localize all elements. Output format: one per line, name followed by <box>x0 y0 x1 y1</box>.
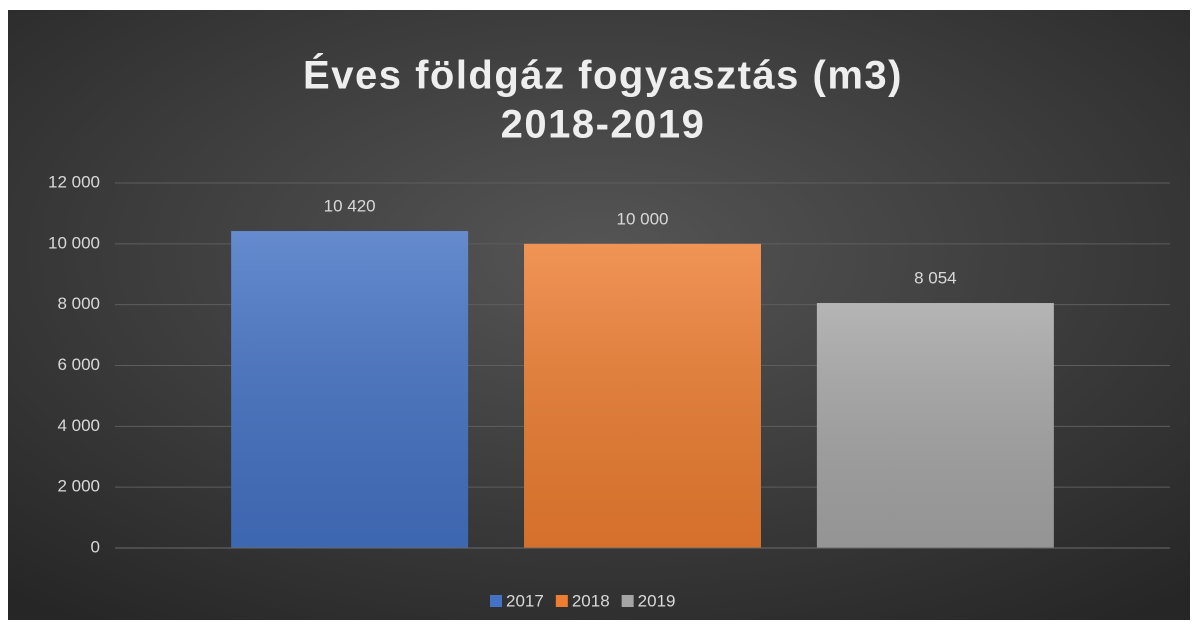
legend-swatch <box>490 595 502 607</box>
chart-title: Éves földgáz fogyasztás (m3) <box>303 53 903 98</box>
data-label: 8 054 <box>914 269 957 288</box>
chart-title: 2018-2019 <box>501 103 706 147</box>
legend-label: 2018 <box>572 591 610 610</box>
data-label: 10 000 <box>617 209 669 228</box>
y-tick-label: 8 000 <box>57 294 100 313</box>
y-tick-label: 2 000 <box>57 477 100 496</box>
y-tick-label: 12 000 <box>48 172 100 191</box>
y-tick-label: 4 000 <box>57 416 100 435</box>
legend-label: 2019 <box>638 591 676 610</box>
y-tick-label: 6 000 <box>57 355 100 374</box>
data-label: 10 420 <box>324 197 376 216</box>
bar <box>816 303 1054 548</box>
legend-swatch <box>555 595 568 607</box>
legend-label: 2017 <box>506 591 544 610</box>
bar <box>231 231 469 548</box>
bar <box>524 243 761 549</box>
legend-swatch <box>621 595 634 607</box>
y-tick-label: 0 <box>91 537 100 556</box>
y-tick-label: 10 000 <box>48 233 100 252</box>
